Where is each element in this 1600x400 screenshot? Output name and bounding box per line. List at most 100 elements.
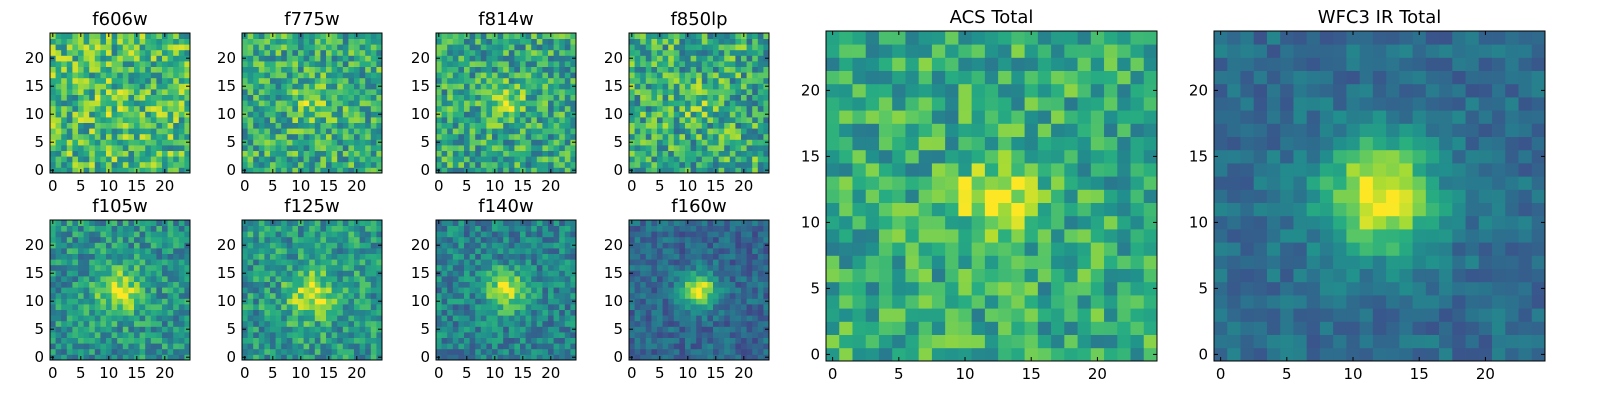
heatmap-cell [134,298,140,305]
heatmap-cell [690,72,697,79]
heatmap-cell [281,89,288,95]
heatmap-cell [729,105,736,112]
heatmap-cell [134,72,140,79]
heatmap-cell [253,248,260,254]
heatmap-cell [247,72,254,79]
heatmap-cell [525,94,532,101]
heatmap-cell [128,117,135,123]
heatmap-cell [497,231,504,238]
heatmap-cell [320,100,327,107]
heatmap-cell [640,309,647,316]
heatmap-cell [520,337,526,344]
heatmap-cell [436,343,442,350]
heatmap-cell [178,49,185,56]
heatmap-cell [531,225,538,232]
heatmap-cell [657,150,663,157]
heatmap-cell [564,225,571,232]
heatmap-cell [559,156,566,163]
heatmap-cell [536,309,543,316]
heatmap-cell [331,276,338,282]
heatmap-cell [735,304,742,310]
heatmap-cell [50,315,56,322]
heatmap-cell [326,94,332,101]
heatmap-cell [145,270,152,277]
heatmap-cell [320,156,327,163]
heatmap-cell [111,89,118,95]
heatmap-cell [480,348,487,355]
heatmap-cell [178,236,185,243]
heatmap-cell [696,304,703,310]
heatmap-cell [475,111,482,118]
heatmap-cell [436,145,442,151]
heatmap-cell [441,242,448,249]
heatmap-cell [72,332,79,338]
heatmap-cell [503,61,510,67]
heatmap-cell [264,49,271,56]
heatmap-cell [117,139,124,146]
heatmap-cell [320,128,327,135]
heatmap-cell [741,66,747,73]
heatmap-cell [701,150,708,157]
heatmap-cell [508,111,515,118]
heatmap-cell [314,161,321,168]
heatmap-cell [342,38,349,45]
heatmap-cell [331,292,338,299]
heatmap-cell [337,122,344,129]
heatmap-cell [354,83,360,90]
heatmap-cell [242,304,248,310]
heatmap-cell [247,167,254,174]
heatmap-cell [122,89,129,95]
heatmap-cell [122,276,129,282]
heatmap-cell [701,44,708,51]
heatmap-cell [117,281,124,288]
heatmap-cell [718,55,725,62]
heatmap-cell [128,337,135,344]
heatmap-cell [150,77,157,84]
heatmap-cell [50,89,56,95]
heatmap-cell [326,253,332,260]
heatmap-cell [348,287,355,294]
heatmap-cell [264,332,271,338]
heatmap-cell [342,72,349,79]
heatmap-cell [662,304,669,310]
heatmap-cell [253,264,260,271]
heatmap-cell [150,315,157,322]
heatmap-cell [531,61,538,67]
heatmap-cell [640,111,647,118]
heatmap-cell [662,332,669,338]
heatmap-cell [657,315,663,322]
heatmap-cell [503,242,510,249]
heatmap-cell [447,270,454,277]
heatmap-cell [729,145,736,151]
heatmap-cell [247,33,254,39]
heatmap-cell [286,320,293,327]
heatmap-cell [475,309,482,316]
heatmap-cell [292,38,299,45]
heatmap-cell [303,309,310,316]
heatmap-cell [100,38,107,45]
heatmap-cell [668,61,675,67]
heatmap-cell [651,292,658,299]
heatmap-cell [673,61,680,67]
heatmap-cell [370,38,377,45]
heatmap-cell [320,242,327,249]
heatmap-cell [464,72,470,79]
heatmap-cell [464,292,470,299]
heatmap-cell [497,220,504,226]
heatmap-cell [464,298,470,305]
heatmap-cell [447,348,454,355]
heatmap-cell [94,236,101,243]
heatmap-cell [370,236,377,243]
heatmap-cell [634,89,641,95]
heatmap-cell [525,264,532,271]
heatmap-cell [348,231,355,238]
heatmap-cell [122,348,129,355]
heatmap-cell [145,94,152,101]
heatmap-cell [348,94,355,101]
heatmap-cell [514,122,521,129]
heatmap-cell [122,150,129,157]
heatmap-cell [139,49,146,56]
heatmap-cell [270,156,276,163]
heatmap-cell [441,281,448,288]
